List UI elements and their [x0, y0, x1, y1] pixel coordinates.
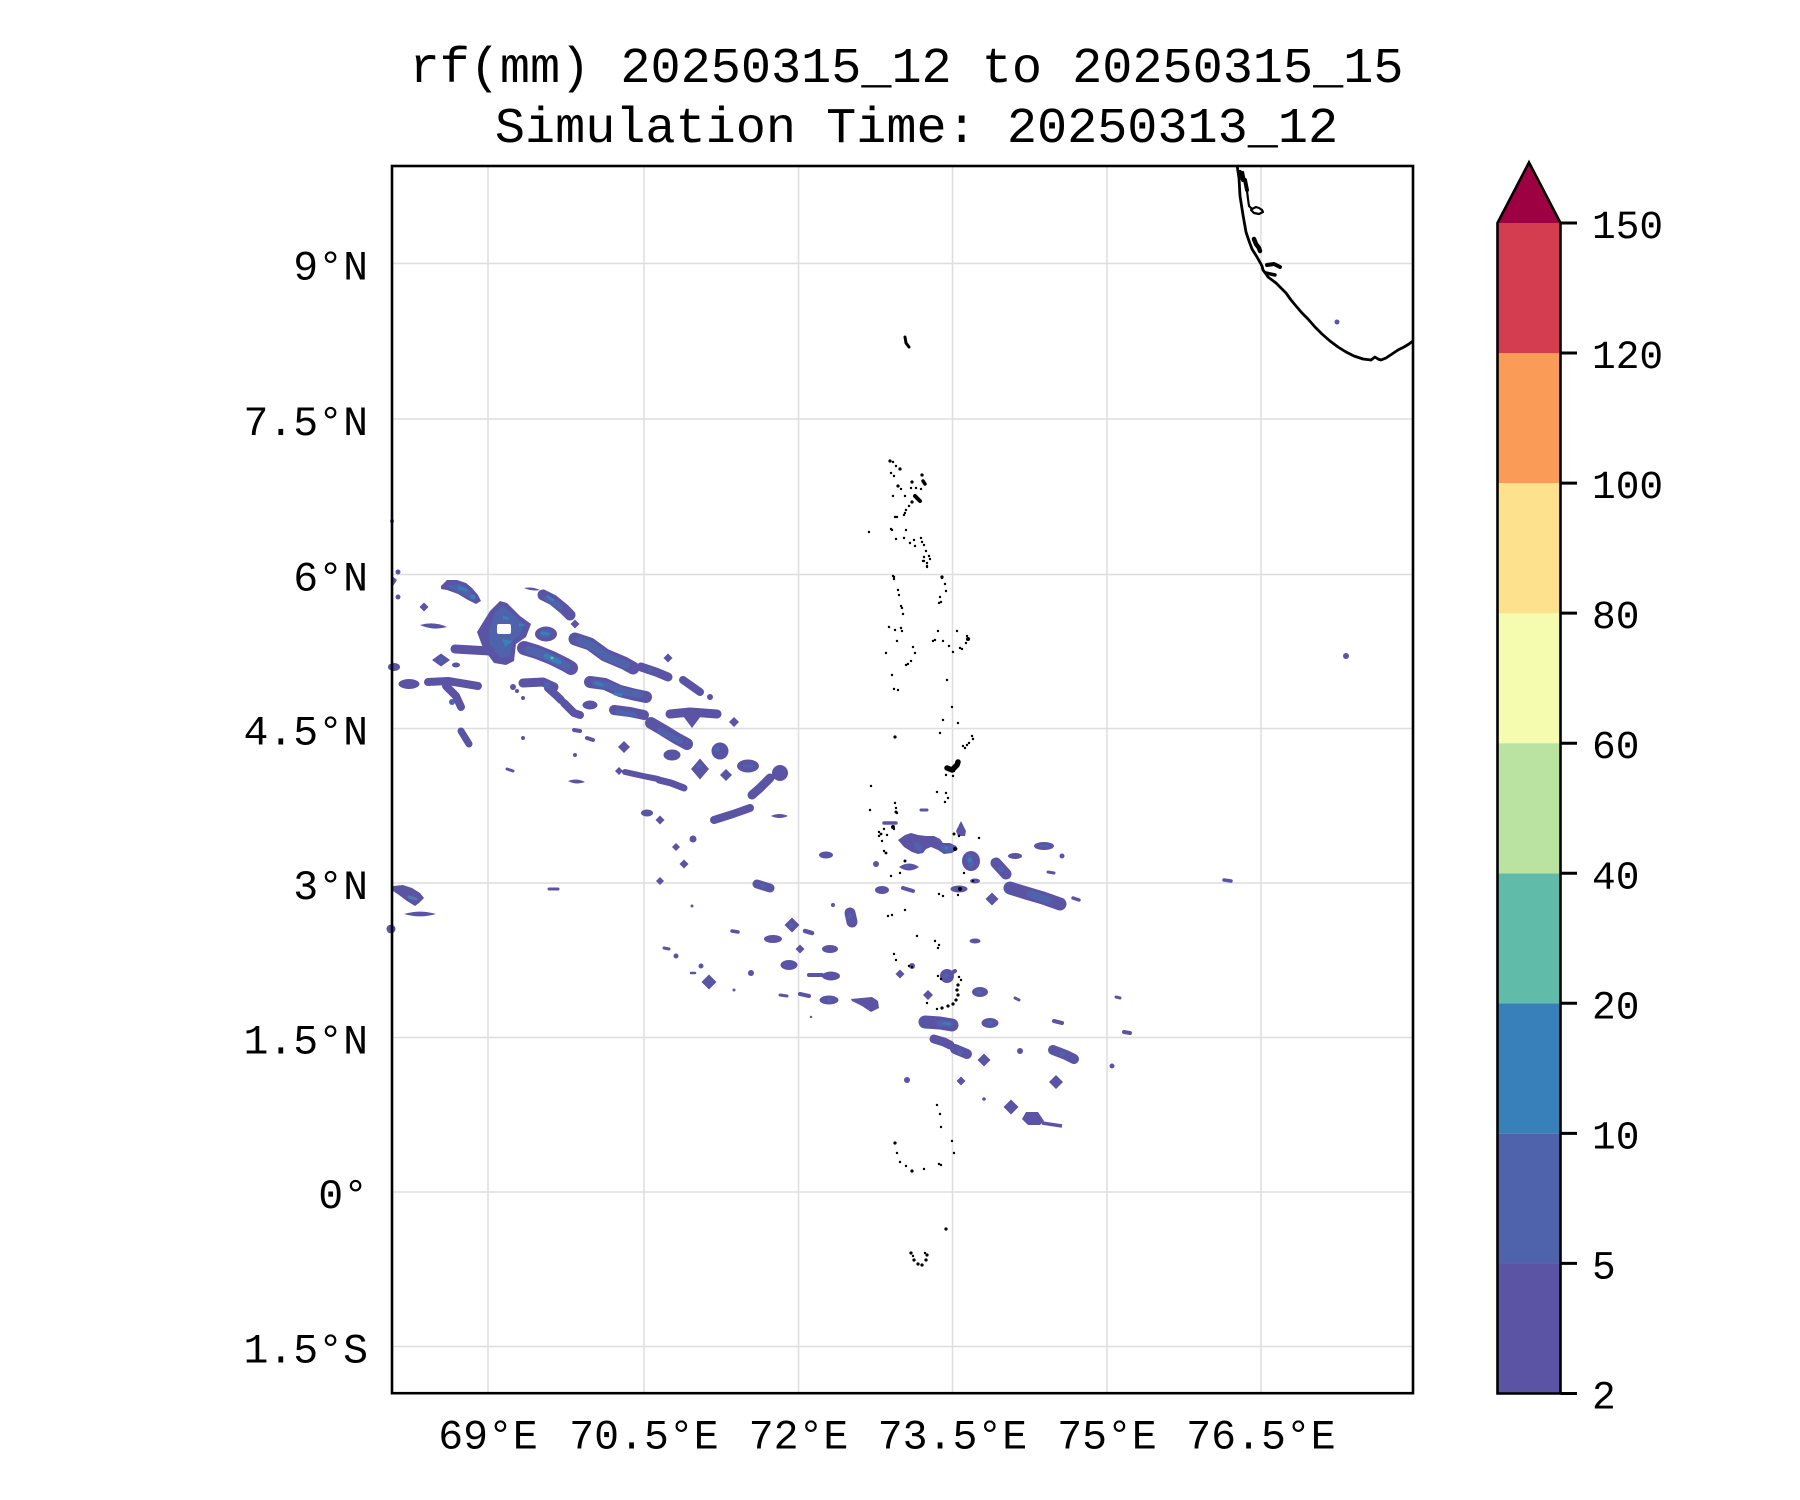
svg-text:70.5°E: 70.5°E	[569, 1415, 718, 1462]
svg-text:10: 10	[1592, 1115, 1639, 1160]
svg-text:80: 80	[1592, 595, 1639, 640]
svg-text:rf(mm) 20250315_12 to 20250315: rf(mm) 20250315_12 to 20250315_15	[410, 41, 1404, 98]
svg-text:75°E: 75°E	[1057, 1415, 1157, 1462]
svg-text:120: 120	[1592, 335, 1663, 380]
svg-text:Simulation Time: 20250313_12: Simulation Time: 20250313_12	[495, 101, 1338, 158]
svg-text:1.5°N: 1.5°N	[243, 1020, 368, 1067]
svg-text:100: 100	[1592, 465, 1663, 510]
svg-text:60: 60	[1592, 725, 1639, 770]
svg-text:72°E: 72°E	[749, 1415, 849, 1462]
svg-text:7.5°N: 7.5°N	[243, 401, 368, 448]
svg-text:73.5°E: 73.5°E	[878, 1415, 1027, 1462]
svg-text:6°N: 6°N	[293, 557, 368, 604]
svg-text:150: 150	[1592, 205, 1663, 250]
svg-text:0°: 0°	[318, 1174, 368, 1221]
svg-text:3°N: 3°N	[293, 865, 368, 912]
svg-text:69°E: 69°E	[438, 1415, 538, 1462]
svg-text:20: 20	[1592, 985, 1639, 1030]
svg-text:76.5°E: 76.5°E	[1186, 1415, 1335, 1462]
svg-text:4.5°N: 4.5°N	[243, 711, 368, 758]
svg-text:9°N: 9°N	[293, 246, 368, 293]
svg-text:5: 5	[1592, 1245, 1616, 1290]
svg-text:2: 2	[1592, 1376, 1616, 1421]
svg-text:1.5°S: 1.5°S	[243, 1329, 368, 1376]
svg-text:40: 40	[1592, 855, 1639, 900]
